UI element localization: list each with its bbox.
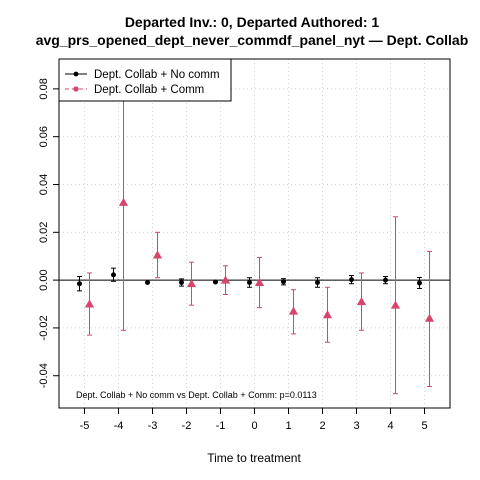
data-point-comm: [390, 300, 401, 309]
data-point-comm: [254, 277, 265, 286]
data-point-comm: [152, 250, 163, 259]
data-point-no-comm: [179, 280, 184, 286]
y-tick-label: 0.06: [38, 126, 50, 147]
data-point-comm: [356, 297, 367, 306]
y-tick-label: 0.00: [38, 269, 50, 290]
x-tick-label: -4: [114, 420, 124, 432]
data-point-no-comm: [77, 281, 82, 287]
legend: Dept. Collab + No comm Dept. Collab + Co…: [58, 58, 232, 102]
legend-marker-comm: [73, 86, 79, 92]
data-point-no-comm: [417, 280, 422, 286]
data-point-no-comm: [315, 280, 320, 286]
data-point-comm: [220, 275, 231, 284]
x-tick-label: 1: [285, 420, 291, 432]
error-bars: [77, 74, 432, 395]
data-point-comm: [186, 279, 197, 288]
x-tick-label: 5: [421, 420, 427, 432]
data-point-no-comm: [111, 272, 116, 278]
data-point-comm: [424, 313, 435, 322]
data-point-no-comm: [349, 277, 354, 283]
y-tick-label: 0.02: [38, 222, 50, 243]
x-tick-label: -1: [216, 420, 226, 432]
data-point-comm: [288, 306, 299, 315]
x-tick-label: 4: [387, 420, 393, 432]
data-point-comm: [322, 310, 333, 319]
y-tick-label: -0.02: [38, 315, 50, 340]
y-tick-label: 0.04: [38, 174, 50, 195]
p-value-annotation: Dept. Collab + No comm vs Dept. Collab +…: [76, 390, 317, 400]
x-tick-label: -5: [80, 420, 90, 432]
points: [77, 197, 435, 322]
grid: [59, 59, 450, 408]
data-point-comm: [118, 197, 129, 206]
y-axis: -0.04 -0.02 0.00 0.02 0.04 0.06 0.08: [38, 78, 60, 388]
x-tick-label: 0: [251, 420, 257, 432]
legend-label-no-comm: Dept. Collab + No comm: [94, 69, 220, 81]
y-tick-label: 0.08: [38, 78, 50, 99]
y-tick-label: -0.04: [38, 363, 50, 388]
x-axis: -5 -4 -3 -2 -1 0 1 2 3 4 5: [80, 407, 428, 432]
chart-subtitle: avg_prs_opened_dept_never_commdf_panel_n…: [36, 32, 469, 48]
legend-marker-no-comm: [73, 71, 79, 77]
data-point-no-comm: [213, 279, 218, 285]
data-point-no-comm: [281, 279, 286, 285]
data-point-no-comm: [145, 280, 150, 286]
legend-box: [58, 58, 232, 102]
x-axis-label: Time to treatment: [207, 451, 301, 465]
legend-label-comm: Dept. Collab + Comm: [94, 84, 204, 96]
data-point-no-comm: [247, 280, 252, 286]
x-tick-label: 2: [319, 420, 325, 432]
data-point-comm: [84, 299, 95, 308]
x-tick-label: 3: [353, 420, 359, 432]
x-tick-label: -2: [182, 420, 192, 432]
x-tick-label: -3: [148, 420, 158, 432]
chart-title: Departed Inv.: 0, Departed Authored: 1: [125, 14, 380, 30]
data-point-no-comm: [383, 277, 388, 283]
